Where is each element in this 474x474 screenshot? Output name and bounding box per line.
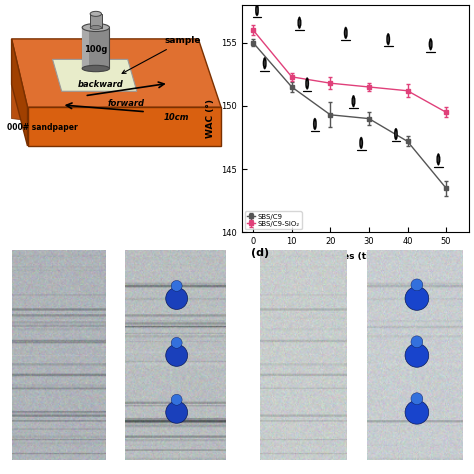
Circle shape: [263, 57, 266, 69]
Circle shape: [387, 36, 389, 42]
X-axis label: Cycles (time): Cycles (time): [322, 252, 389, 261]
Polygon shape: [82, 27, 109, 69]
Y-axis label: WAC (°): WAC (°): [206, 99, 215, 138]
Ellipse shape: [90, 26, 101, 29]
Circle shape: [438, 156, 439, 162]
Circle shape: [395, 131, 397, 137]
Circle shape: [171, 337, 182, 348]
Text: backward: backward: [78, 80, 123, 89]
Circle shape: [405, 287, 428, 310]
Circle shape: [394, 128, 398, 140]
Circle shape: [313, 118, 317, 130]
Polygon shape: [53, 59, 137, 91]
Circle shape: [386, 33, 390, 45]
Circle shape: [306, 81, 308, 86]
Circle shape: [352, 95, 356, 107]
Circle shape: [166, 401, 188, 423]
Polygon shape: [11, 84, 221, 141]
Circle shape: [171, 394, 182, 405]
Circle shape: [405, 401, 428, 424]
Ellipse shape: [82, 24, 109, 31]
Circle shape: [166, 288, 188, 310]
Text: 100g: 100g: [84, 45, 108, 54]
Circle shape: [429, 38, 432, 50]
Circle shape: [411, 336, 423, 348]
Circle shape: [430, 41, 431, 47]
Circle shape: [256, 7, 258, 13]
Circle shape: [405, 344, 428, 367]
Text: 000# sandpaper: 000# sandpaper: [7, 123, 78, 132]
Text: forward: forward: [107, 99, 144, 108]
Circle shape: [437, 154, 440, 165]
Text: 10cm: 10cm: [164, 113, 190, 122]
Polygon shape: [11, 39, 221, 107]
Circle shape: [344, 27, 347, 39]
Circle shape: [255, 4, 259, 16]
Text: sample: sample: [122, 36, 201, 73]
Circle shape: [299, 20, 301, 26]
Text: (d): (d): [251, 248, 269, 258]
Polygon shape: [90, 14, 101, 27]
Circle shape: [411, 279, 423, 291]
Ellipse shape: [82, 65, 109, 72]
Legend: SBS/C9, SBS/C9-SiO₂: SBS/C9, SBS/C9-SiO₂: [245, 211, 302, 229]
Circle shape: [360, 140, 362, 146]
Polygon shape: [82, 27, 89, 69]
Circle shape: [314, 121, 316, 127]
Polygon shape: [11, 39, 27, 146]
Circle shape: [305, 77, 309, 90]
Circle shape: [411, 393, 423, 405]
Circle shape: [359, 137, 363, 149]
Circle shape: [345, 30, 346, 36]
Circle shape: [171, 281, 182, 292]
Ellipse shape: [90, 11, 101, 17]
Polygon shape: [27, 107, 221, 146]
Circle shape: [298, 17, 301, 29]
Circle shape: [166, 345, 188, 366]
Circle shape: [353, 98, 355, 104]
Circle shape: [264, 60, 265, 66]
